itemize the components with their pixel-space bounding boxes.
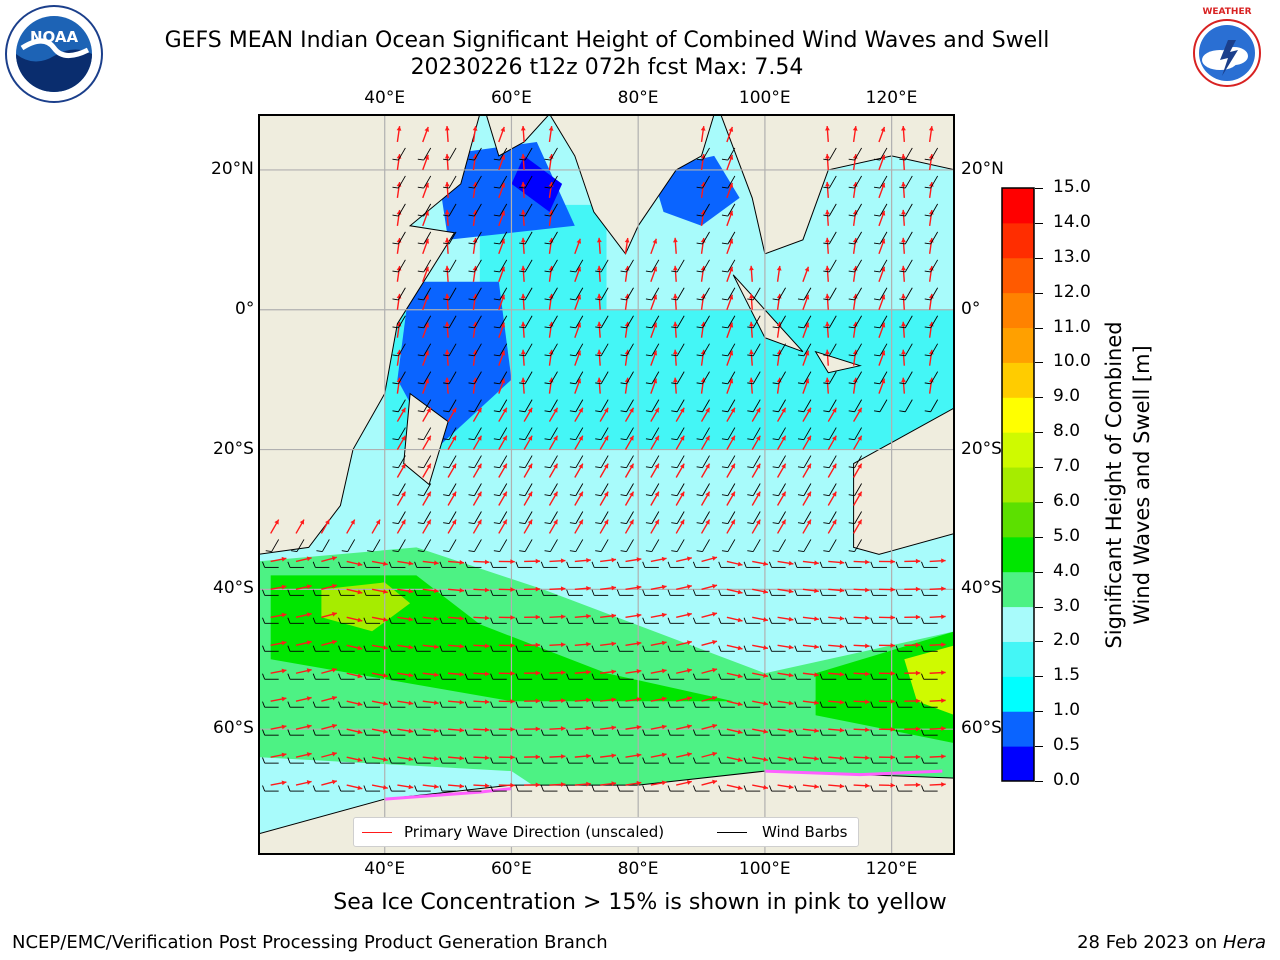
footer-date: 28 Feb 2023 on Hera (1077, 932, 1266, 953)
colorbar-segment (1002, 676, 1034, 712)
colorbar-segment (1002, 292, 1034, 329)
colorbar-tick (1035, 292, 1043, 294)
lat-label-right: 20°S (961, 438, 1002, 459)
chart-title: GEFS MEAN Indian Ocean Significant Heigh… (164, 28, 1050, 53)
colorbar-tick (1035, 222, 1043, 224)
colorbar-tick (1035, 432, 1043, 434)
lat-label-left: 20°S (213, 438, 254, 459)
lat-label-right: 40°S (961, 578, 1002, 599)
lon-label-bottom: 60°E (490, 859, 532, 879)
nws-logo: WEATHER (1176, 2, 1278, 108)
colorbar-tick (1035, 676, 1043, 678)
colorbar-tick (1035, 641, 1043, 643)
colorbar-tick (1035, 571, 1043, 573)
footer-machine-name: Hera (1222, 932, 1266, 953)
colorbar-segment (1002, 397, 1034, 433)
colorbar-tick-label: 5.0 (1053, 525, 1081, 546)
colorbar-segment (1002, 641, 1034, 677)
colorbar-tick-label: 6.0 (1053, 490, 1081, 511)
colorbar-tick-label: 4.0 (1053, 560, 1081, 581)
colorbar-tick-label: 10.0 (1053, 351, 1091, 372)
footer-date-text: 28 Feb 2023 on (1077, 932, 1223, 953)
map-frame (258, 114, 955, 855)
legend-swatch-wind-barbs (717, 832, 747, 833)
lat-label-left: 40°S (213, 578, 254, 599)
colorbar-tick-label: 8.0 (1053, 421, 1081, 442)
map-legend: Primary Wave Direction (unscaled) Wind B… (353, 817, 859, 847)
colorbar-tick (1035, 711, 1043, 713)
colorbar-segment (1002, 432, 1034, 468)
lat-label-right: 60°S (961, 718, 1002, 739)
colorbar-title-line2: Wind Waves and Swell [m] (1130, 345, 1154, 625)
colorbar-tick-label: 7.0 (1053, 456, 1081, 477)
lon-label-top: 120°E (865, 88, 918, 108)
legend-label-wind-barbs: Wind Barbs (762, 823, 848, 841)
colorbar-segment (1002, 746, 1034, 782)
wave-height-map (257, 113, 956, 859)
chart-subtitle: 20230226 t12z 072h fcst Max: 7.54 (410, 55, 804, 80)
colorbar-segment (1002, 222, 1034, 259)
colorbar-tick (1035, 781, 1043, 782)
colorbar-tick-label: 0.0 (1053, 770, 1081, 790)
colorbar-tick-label: 9.0 (1053, 386, 1081, 407)
colorbar-tick-label: 0.5 (1053, 735, 1081, 756)
lon-label-bottom: 40°E (364, 859, 406, 879)
lat-label-left: 0° (235, 298, 255, 319)
legend-label-wave-direction: Primary Wave Direction (unscaled) (404, 823, 665, 841)
colorbar-segment (1002, 536, 1034, 573)
colorbar-segment (1002, 467, 1034, 503)
colorbar-segment (1002, 362, 1034, 398)
wind-barbs (262, 147, 939, 792)
svg-text:NOAA: NOAA (30, 28, 79, 46)
colorbar-segment (1002, 327, 1034, 363)
colorbar-tick-label: 14.0 (1053, 211, 1091, 232)
colorbar-frame (1001, 187, 1035, 782)
colorbar-tick-label: 13.0 (1053, 246, 1091, 267)
colorbar-tick (1035, 188, 1043, 189)
lon-label-top: 40°E (364, 88, 406, 108)
colorbar-segment (1002, 711, 1034, 747)
footer-credit: NCEP/EMC/Verification Post Processing Pr… (12, 932, 608, 953)
colorbar-title-line1: Significant Height of Combined (1102, 321, 1126, 649)
colorbar-segment (1002, 501, 1034, 538)
lon-label-bottom: 100°E (738, 859, 791, 879)
colorbar-tick (1035, 501, 1043, 503)
lat-label-left: 20°N (211, 158, 254, 179)
lat-label-right: 20°N (961, 158, 1004, 179)
colorbar-tick (1035, 467, 1043, 469)
lat-label-left: 60°S (213, 718, 254, 739)
lon-label-bottom: 120°E (865, 859, 918, 879)
colorbar-segment (1002, 257, 1034, 294)
lon-label-top: 80°E (617, 88, 659, 108)
colorbar-tick (1035, 746, 1043, 748)
colorbar-tick-label: 2.0 (1053, 630, 1081, 651)
colorbar-segment (1002, 571, 1034, 608)
sea-ice-fringe (384, 769, 943, 801)
lat-label-right: 0° (961, 298, 981, 319)
colorbar-tick-label: 15.0 (1053, 177, 1091, 197)
svg-text:WEATHER: WEATHER (1202, 7, 1251, 17)
colorbar-tick-label: 12.0 (1053, 281, 1091, 302)
colorbar-tick (1035, 327, 1043, 329)
legend-swatch-wave-direction (362, 832, 392, 833)
map-gridlines (258, 114, 955, 855)
colorbar-tick (1035, 606, 1043, 608)
colorbar-tick-label: 1.5 (1053, 665, 1081, 686)
colorbar-tick (1035, 536, 1043, 538)
colorbar-tick-label: 3.0 (1053, 595, 1081, 616)
colorbar-segment (1002, 188, 1034, 224)
lon-label-bottom: 80°E (617, 859, 659, 879)
colorbar-segment (1002, 606, 1034, 642)
colorbar-tick (1035, 257, 1043, 259)
lon-label-top: 100°E (738, 88, 791, 108)
noaa-logo: NOAA (4, 4, 104, 108)
colorbar (1001, 187, 1035, 786)
sea-ice-note: Sea Ice Concentration > 15% is shown in … (333, 890, 947, 915)
colorbar-tick (1035, 362, 1043, 364)
lon-label-top: 60°E (490, 88, 532, 108)
colorbar-tick-label: 11.0 (1053, 316, 1091, 337)
colorbar-tick-label: 1.0 (1053, 700, 1081, 721)
colorbar-tick (1035, 397, 1043, 399)
